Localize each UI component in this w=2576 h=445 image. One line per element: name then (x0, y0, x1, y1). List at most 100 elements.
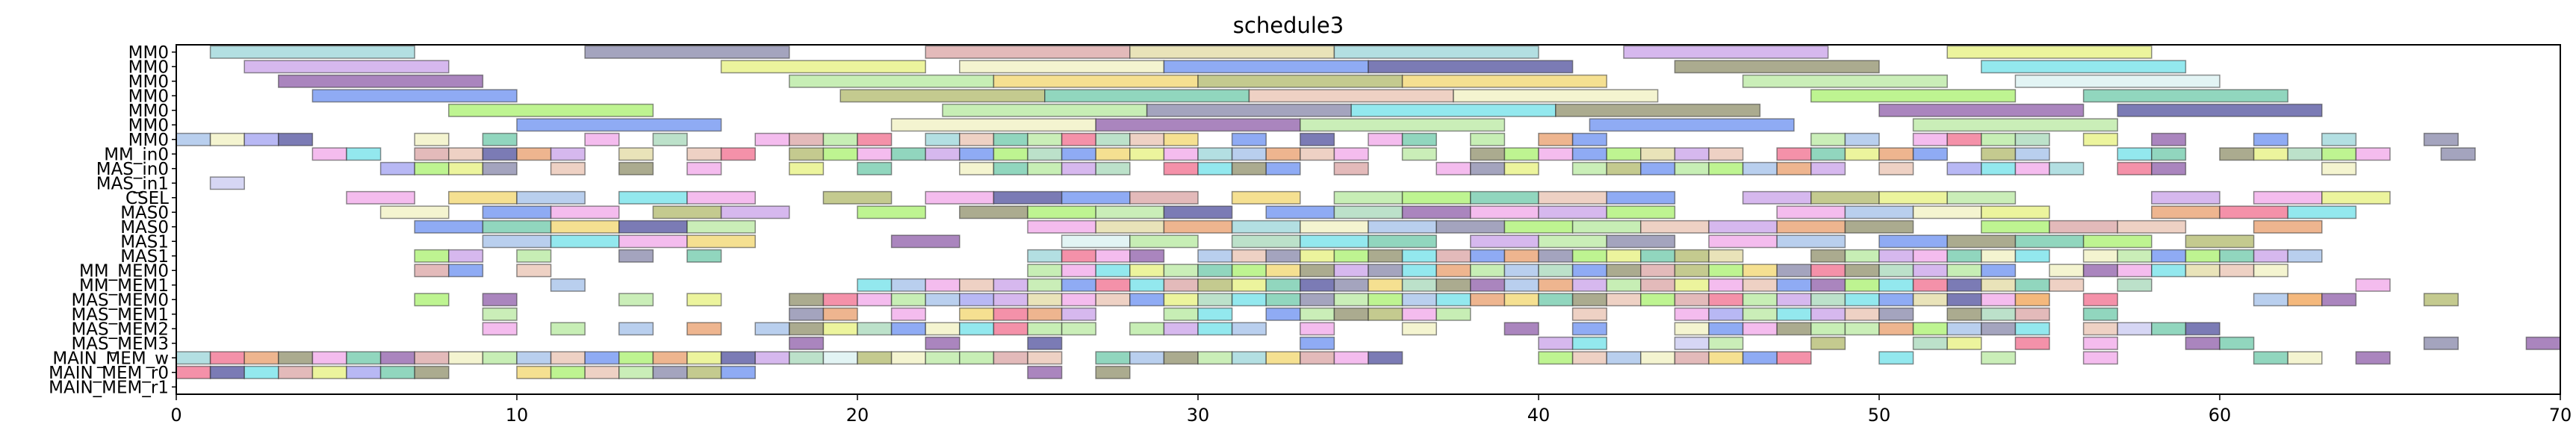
task-bar-23 (1044, 89, 1250, 103)
y-tick-label-1: MM0 (128, 57, 169, 77)
task-bar-403 (1640, 293, 1676, 307)
y-tick-label-10: CSEL (125, 189, 169, 208)
task-bar-486 (925, 336, 960, 350)
task-bar-250 (1708, 234, 1778, 249)
task-bar-539 (1606, 351, 1642, 365)
task-bar-255 (2082, 234, 2153, 249)
task-bar-118 (1878, 147, 1914, 161)
task-bar-132 (448, 161, 484, 175)
task-bar-388 (1129, 293, 1165, 307)
x-tick-label-2: 20 (846, 405, 869, 426)
task-bar-304 (1197, 264, 1233, 278)
task-bar-275 (1503, 249, 1539, 263)
task-bar-249 (1606, 234, 1676, 249)
task-bar-254 (2014, 234, 2085, 249)
task-bar-292 (2185, 249, 2220, 263)
task-bar-82 (448, 147, 484, 161)
task-bar-40 (1912, 118, 2118, 132)
task-bar-342 (1061, 278, 1096, 292)
task-bar-17 (1197, 74, 1403, 88)
task-bar-152 (1571, 161, 1607, 175)
task-bar-75 (2151, 132, 2187, 146)
task-bar-326 (1946, 264, 1982, 278)
task-bar-427 (1061, 307, 1096, 321)
x-tick-label-0: 0 (170, 405, 181, 426)
y-tick-label-9: MAS_in1 (96, 174, 169, 193)
task-bar-405 (1708, 293, 1744, 307)
y-tick-label-4: MM0 (128, 102, 169, 121)
task-bar-42 (209, 132, 245, 146)
task-bar-404 (1674, 293, 1710, 307)
task-bar-552 (209, 365, 245, 379)
task-bar-154 (1640, 161, 1676, 175)
task-bar-216 (482, 220, 552, 234)
task-bar-360 (1674, 278, 1710, 292)
task-bar-16 (993, 74, 1199, 88)
task-bar-83 (482, 147, 518, 161)
task-bar-28 (448, 103, 654, 117)
task-bar-375 (482, 293, 518, 307)
task-bar-483 (2151, 322, 2187, 336)
task-bar-214 (2287, 205, 2357, 220)
task-bar-13 (1981, 60, 2187, 74)
task-bar-340 (993, 278, 1028, 292)
task-bar-373 (2355, 278, 2391, 292)
task-bar-399 (1503, 293, 1539, 307)
task-bar-513 (550, 351, 586, 365)
task-bar-478 (1946, 322, 1982, 336)
task-bar-84 (516, 147, 552, 161)
task-bar-553 (243, 365, 279, 379)
task-bar-547 (2082, 351, 2118, 365)
task-bar-310 (1401, 264, 1437, 278)
task-bar-117 (1844, 147, 1880, 161)
task-bar-106 (1401, 147, 1437, 161)
task-bar-506 (311, 351, 347, 365)
task-bar-372 (2117, 278, 2153, 292)
task-bar-151 (1503, 161, 1539, 175)
task-bar-5 (1623, 45, 1829, 59)
task-bar-244 (1231, 234, 1301, 249)
task-bar-86 (618, 147, 654, 161)
task-bar-59 (1129, 132, 1165, 146)
task-bar-226 (1436, 220, 1506, 234)
task-bar-531 (1197, 351, 1233, 365)
task-bar-105 (1333, 147, 1369, 161)
task-bar-466 (1300, 322, 1335, 336)
task-bar-563 (652, 365, 688, 379)
task-bar-142 (1061, 161, 1096, 175)
task-bar-110 (1571, 147, 1607, 161)
task-bar-119 (1912, 147, 1948, 161)
task-bar-239 (618, 234, 688, 249)
task-bar-487 (1027, 336, 1063, 350)
task-bar-437 (1674, 307, 1710, 321)
task-bar-441 (1810, 307, 1846, 321)
task-bar-436 (1571, 307, 1607, 321)
task-bar-521 (822, 351, 858, 365)
task-bar-499 (2219, 336, 2255, 350)
task-bar-140 (993, 161, 1028, 175)
task-bar-560 (550, 365, 586, 379)
task-bar-252 (1878, 234, 1948, 249)
task-bar-567 (1095, 365, 1131, 379)
task-bar-303 (1163, 264, 1199, 278)
task-bar-559 (516, 365, 552, 379)
task-bar-369 (1981, 278, 2017, 292)
task-bar-231 (1776, 220, 1846, 234)
task-bar-137 (789, 161, 825, 175)
task-bar-444 (1946, 307, 1982, 321)
task-bar-312 (1470, 264, 1506, 278)
task-bar-557 (379, 365, 415, 379)
task-bar-150 (1470, 161, 1506, 175)
task-bar-393 (1300, 293, 1335, 307)
task-bar-159 (1810, 161, 1846, 175)
task-bar-124 (2219, 147, 2255, 161)
x-tick-label-4: 40 (1527, 405, 1551, 426)
task-bar-556 (346, 365, 382, 379)
task-bar-211 (1981, 205, 2050, 220)
task-bar-302 (1129, 264, 1165, 278)
task-bar-426 (1027, 307, 1063, 321)
task-bar-382 (925, 293, 960, 307)
task-bar-8 (720, 60, 926, 74)
task-bar-525 (959, 351, 995, 365)
task-bar-32 (1555, 103, 1761, 117)
